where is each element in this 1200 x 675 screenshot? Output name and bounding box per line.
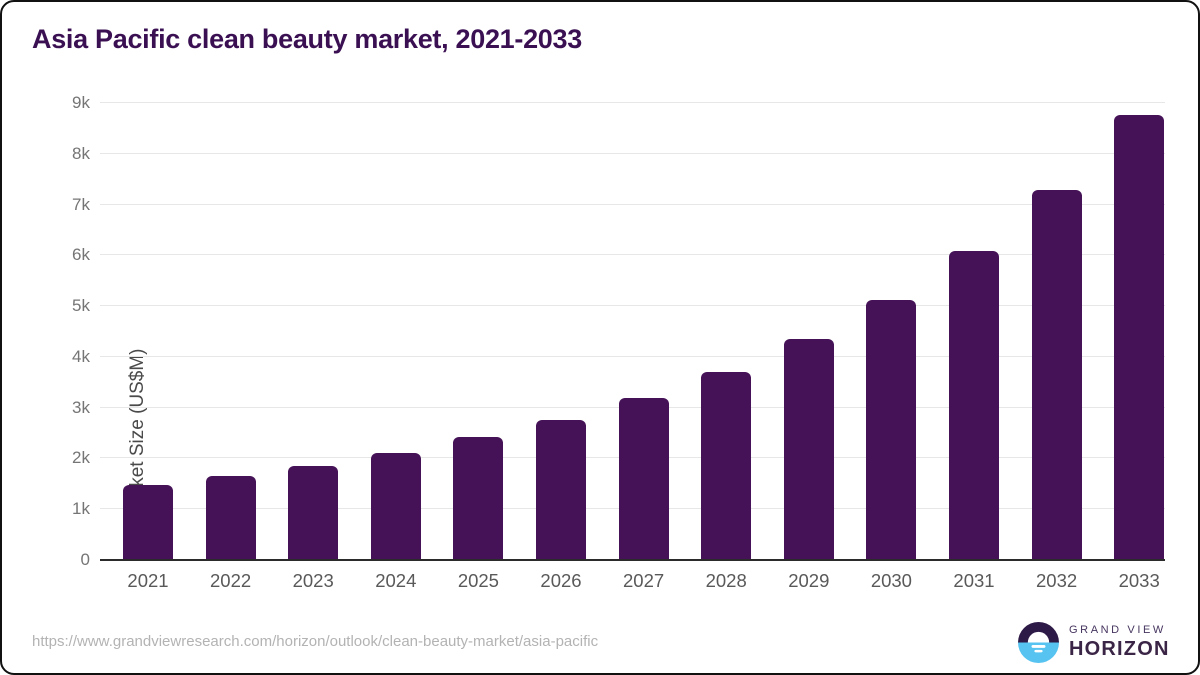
x-axis-line	[100, 559, 1165, 561]
x-tick-label: 2021	[127, 570, 169, 591]
x-tick-label: 2025	[457, 570, 499, 591]
x-tick-label: 2029	[788, 570, 830, 591]
x-tick-label: 2033	[1118, 570, 1160, 591]
bar-2025	[453, 437, 504, 560]
chart-title: Asia Pacific clean beauty market, 2021-2…	[32, 24, 582, 54]
bar-2024	[370, 453, 421, 560]
y-tick-label: 5k	[72, 296, 90, 316]
y-tick-label: 6k	[72, 245, 90, 265]
logo-grand-view-text: GRAND VIEW	[1069, 624, 1166, 636]
bar-2028	[701, 371, 752, 560]
y-tick-label: 3k	[72, 397, 90, 417]
source-url: https://www.grandviewresearch.com/horizo…	[32, 633, 599, 650]
bar-2031	[949, 250, 999, 560]
x-tick-label: 2026	[540, 570, 582, 591]
y-tick-label: 9k	[72, 93, 90, 112]
bar-2030	[866, 300, 917, 560]
gridline	[100, 305, 1165, 307]
y-tick-label: 1k	[72, 499, 90, 519]
bar-2026	[536, 420, 586, 560]
bar-2021	[123, 485, 173, 560]
x-tick-label: 2032	[1036, 570, 1078, 591]
x-tick-label: 2030	[870, 570, 912, 591]
bar-2022	[205, 475, 256, 560]
y-tick-label: 8k	[72, 143, 90, 163]
gridline	[100, 355, 1165, 357]
y-tick-label: 7k	[72, 194, 90, 214]
logo-horizon-text: HORIZON	[1069, 638, 1170, 660]
bar-2032	[1031, 190, 1082, 560]
grand-view-horizon-logo: GRAND VIEW HORIZON	[1018, 622, 1170, 663]
bar-2023	[288, 465, 339, 560]
x-tick-label: 2031	[953, 570, 995, 591]
x-tick-label: 2023	[292, 570, 334, 591]
horizon-sun-icon	[1018, 622, 1059, 663]
logo-text: GRAND VIEW HORIZON	[1069, 624, 1170, 661]
x-tick-label: 2028	[705, 570, 747, 591]
bar-2027	[618, 397, 669, 560]
bar-2033	[1114, 115, 1165, 560]
gridline	[100, 203, 1165, 205]
y-tick-label: 2k	[72, 448, 90, 468]
x-tick-label: 2027	[623, 570, 665, 591]
bar-2029	[783, 339, 834, 560]
x-tick-label: 2022	[210, 570, 252, 591]
y-tick-label: 0	[80, 550, 90, 569]
gridline	[100, 254, 1165, 256]
gridline	[100, 152, 1165, 154]
gridline	[100, 102, 1165, 103]
x-tick-label: 2024	[375, 570, 417, 591]
plot-area: Market Size (US$M) 0 1k 2k 3k 4k 5k 6k 7k 8k 9k 2…	[72, 94, 1165, 591]
y-tick-label: 4k	[72, 346, 90, 366]
